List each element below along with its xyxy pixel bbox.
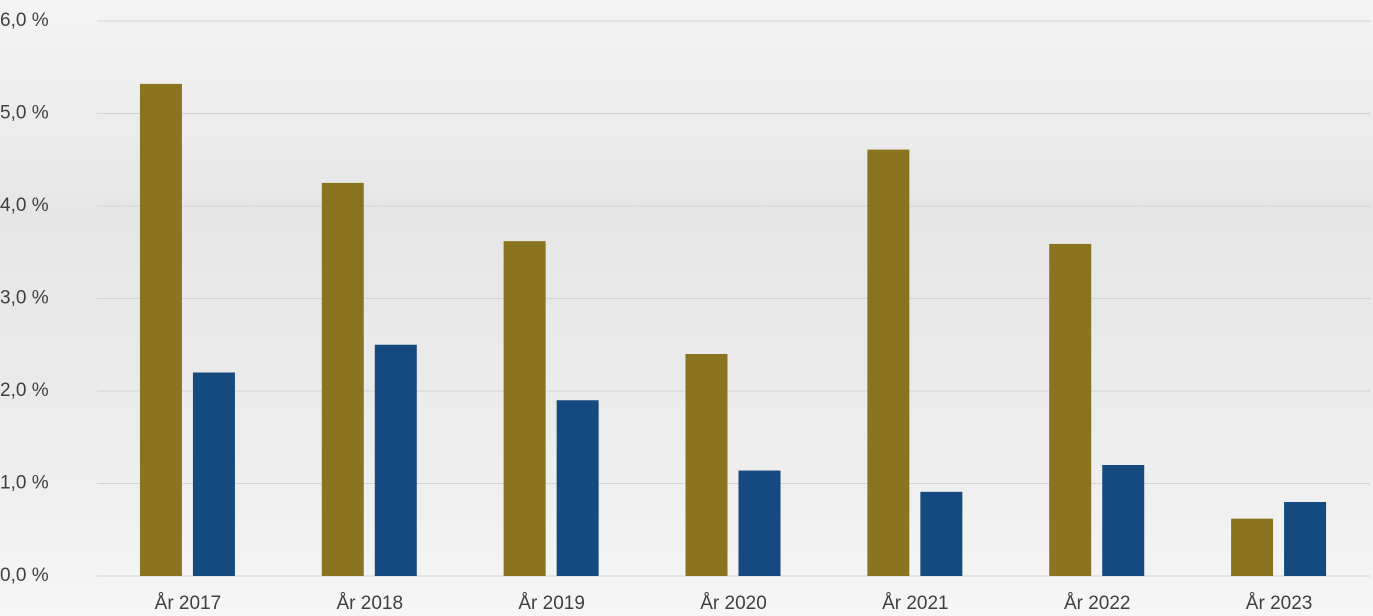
y-tick-label: 4,0 %: [0, 195, 49, 216]
x-tick-label: År 2017: [155, 593, 222, 614]
x-tick-label: År 2019: [518, 593, 585, 614]
y-tick-label: 3,0 %: [0, 288, 49, 309]
y-tick-label: 0,0 %: [0, 565, 49, 586]
bar: [1102, 465, 1145, 576]
bar: [321, 182, 364, 576]
x-tick-label: År 2022: [1064, 593, 1131, 614]
bar: [920, 491, 963, 576]
y-tick-label: 2,0 %: [0, 380, 49, 401]
y-tick-label: 6,0 %: [0, 10, 49, 31]
y-tick-label: 1,0 %: [0, 473, 49, 494]
bar: [1049, 243, 1092, 577]
x-tick-label: År 2018: [337, 593, 404, 614]
bar: [867, 149, 910, 576]
bar: [1231, 518, 1274, 576]
bar: [1284, 502, 1327, 576]
x-tick-label: År 2021: [882, 593, 949, 614]
bar: [738, 470, 781, 576]
bar: [503, 241, 546, 576]
bar: [139, 83, 182, 577]
bar: [685, 354, 728, 576]
bar: [374, 344, 417, 576]
x-tick-label: År 2020: [700, 593, 767, 614]
x-tick-label: År 2023: [1246, 593, 1313, 614]
bar: [192, 372, 235, 576]
y-tick-label: 5,0 %: [0, 103, 49, 124]
bar: [556, 400, 599, 576]
